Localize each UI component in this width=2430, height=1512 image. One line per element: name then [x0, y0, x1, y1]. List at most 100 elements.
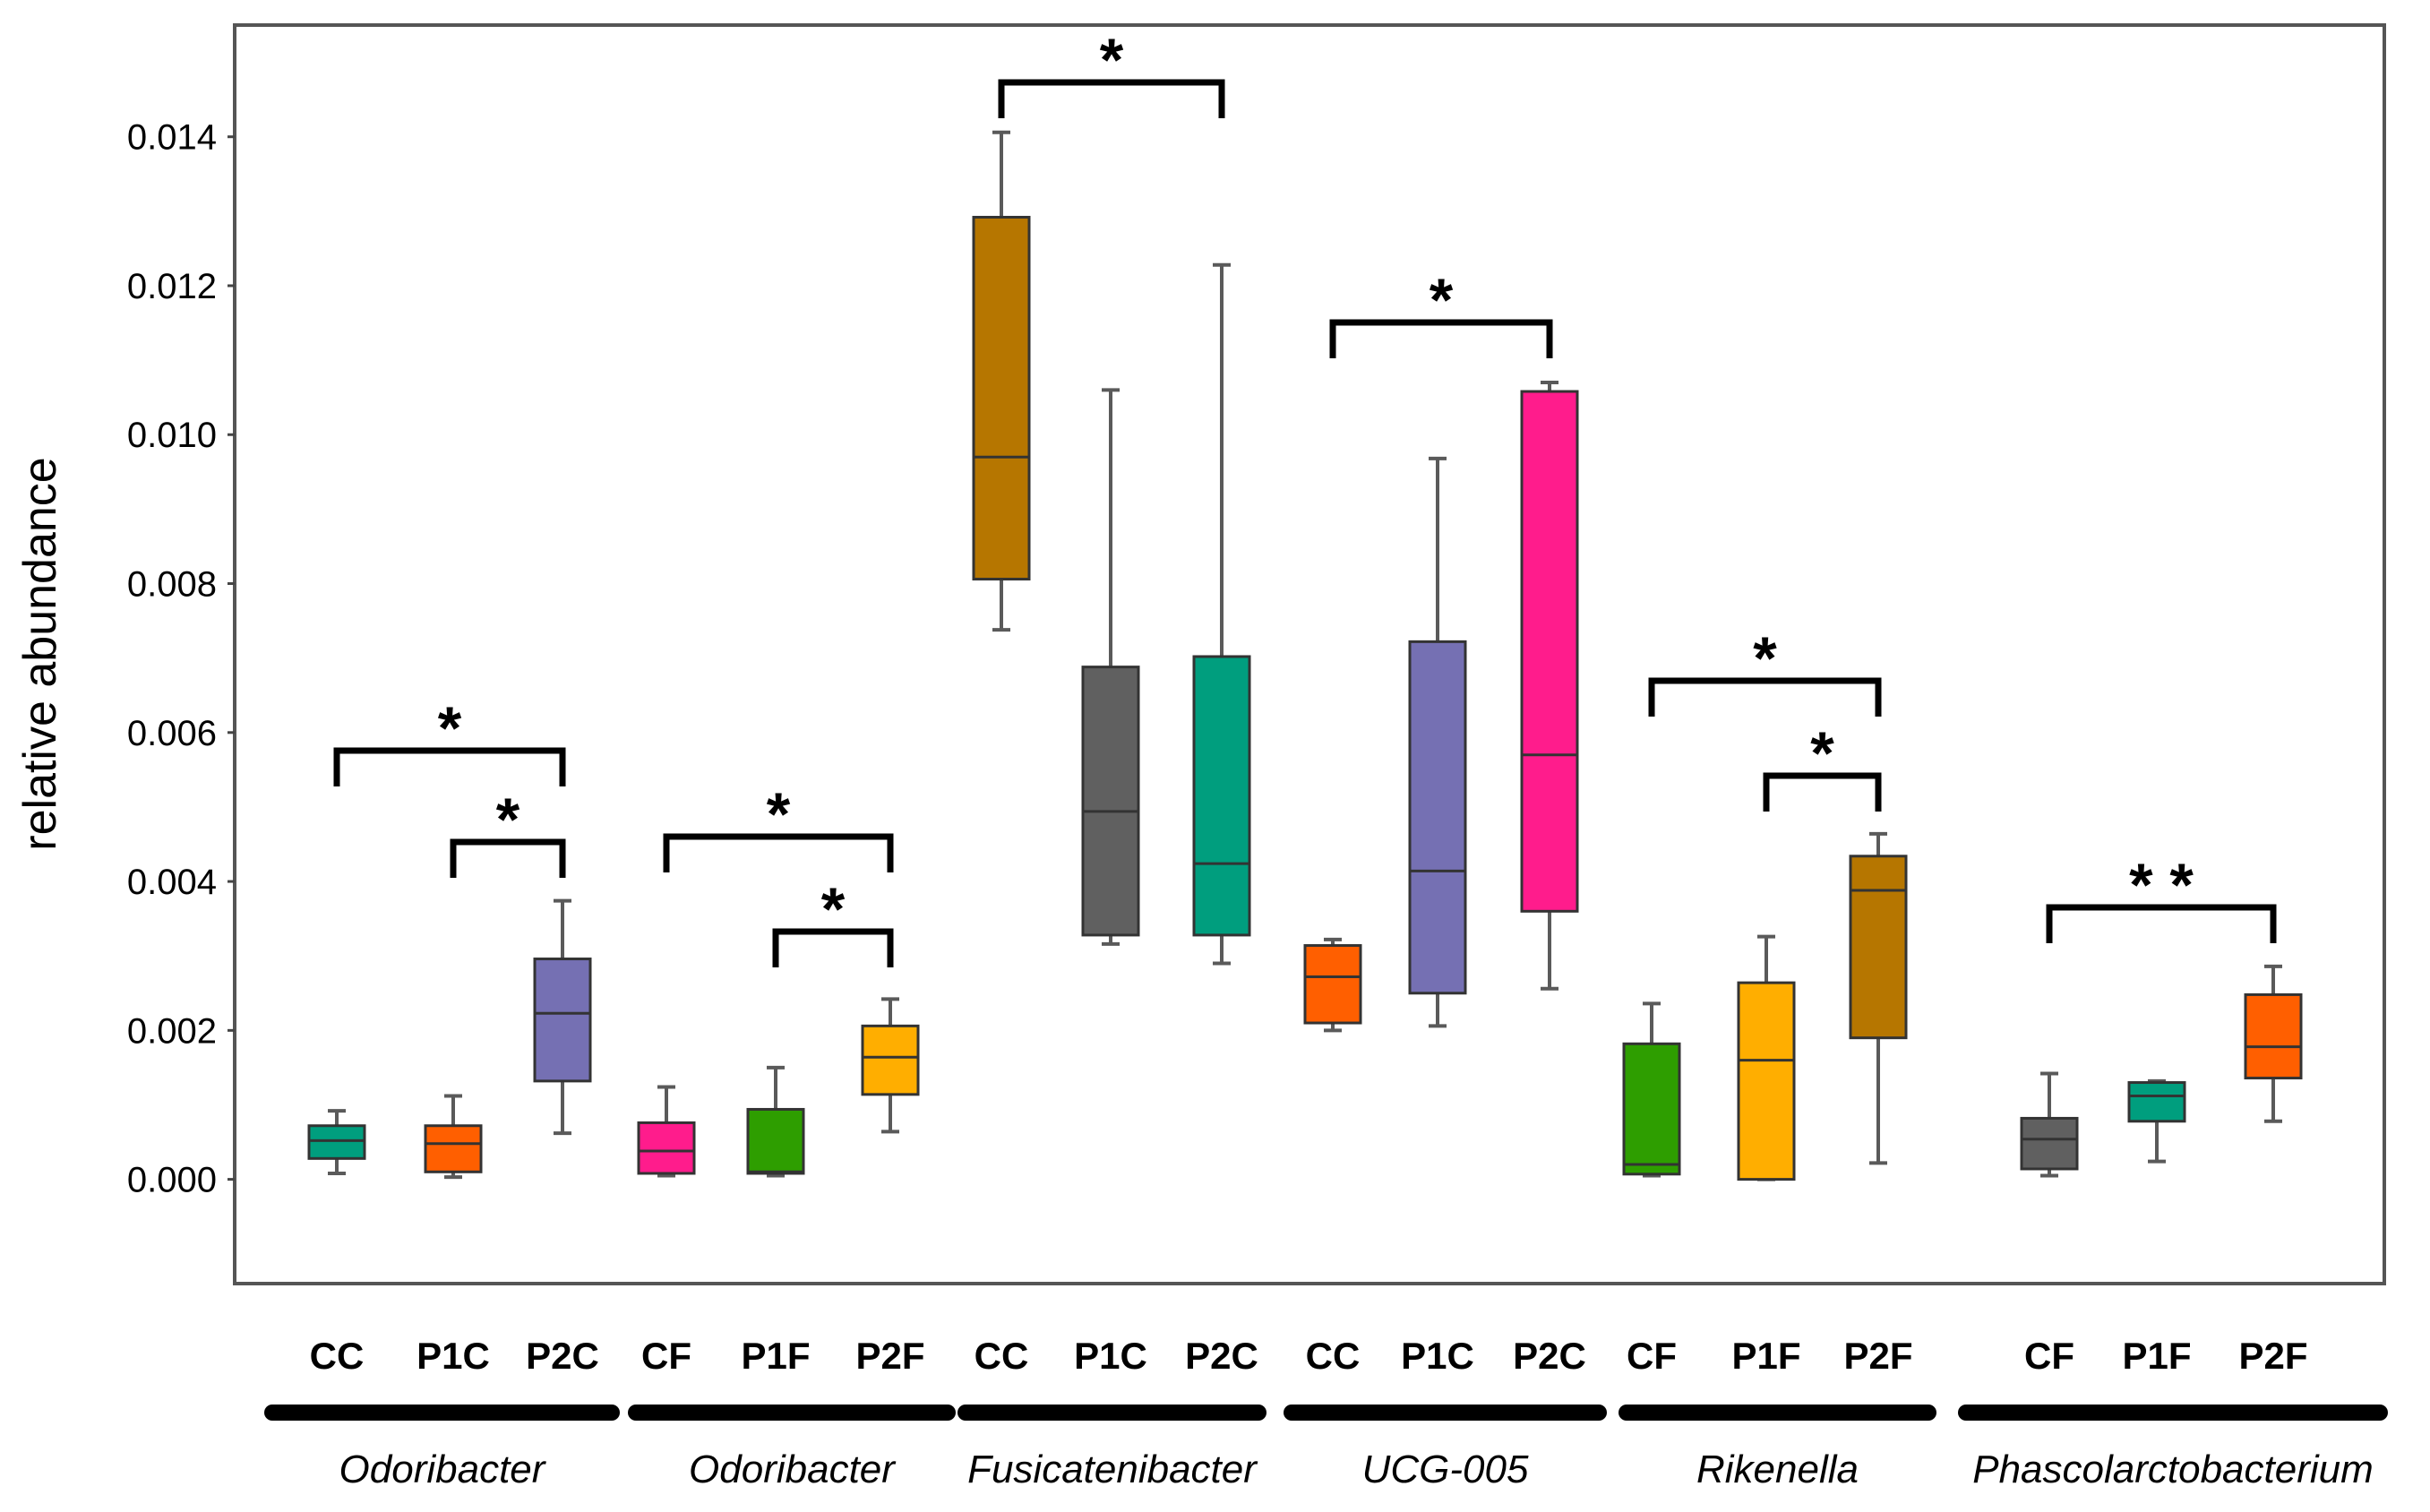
- significance-bracket: *: [1648, 624, 1882, 717]
- box-body: [307, 1124, 366, 1160]
- category-label: CF: [1627, 1335, 1677, 1377]
- box-odoribacter-p2f: [861, 997, 920, 1134]
- genus-label: UCG-005: [1362, 1448, 1529, 1491]
- y-axis: 0.000 0.002 0.004 0.006 0.008 0.010 0.012 0.014: [127, 118, 235, 1200]
- y-axis-label: relative abundance: [14, 457, 66, 850]
- box-body: [746, 1107, 805, 1175]
- y-tick-label: 0.002: [127, 1011, 217, 1051]
- significance-marker: *: [821, 875, 846, 943]
- category-label: P2C: [526, 1335, 599, 1377]
- significance-marker: *: [1100, 26, 1124, 94]
- significance-marker: *: [767, 780, 791, 848]
- box-phascolarctobacterium-cf: [2020, 1071, 2079, 1178]
- y-tick-label: 0.006: [127, 714, 217, 753]
- genus-label: Phascolarctobacterium: [1972, 1448, 2374, 1491]
- category-label: CF: [641, 1335, 691, 1377]
- box-odoribacter-cf: [637, 1085, 696, 1178]
- plot-frame: [233, 23, 2386, 1285]
- category-label: P1C: [1074, 1335, 1147, 1377]
- box-body: [533, 958, 592, 1083]
- significance-marker: *: [1753, 624, 1777, 692]
- category-label: P1F: [741, 1335, 810, 1377]
- bracket-line: [1763, 772, 1882, 812]
- genus-label: Rikenella: [1696, 1448, 1859, 1491]
- box-fusicatenibacter-p2c: [1192, 262, 1251, 966]
- y-tick-label: 0.000: [127, 1161, 217, 1200]
- genus-group-bars: Odoribacter Odoribacter Fusicatenibacter UC…: [264, 1405, 2388, 1491]
- category-label: CC: [1306, 1335, 1361, 1377]
- box-body: [2127, 1081, 2186, 1123]
- box-body: [1849, 855, 1908, 1040]
- category-label: P2F: [855, 1335, 924, 1377]
- bracket-line: [998, 79, 1225, 118]
- bracket-line: [1648, 677, 1882, 717]
- box-ucg-005-cc: [1303, 937, 1362, 1033]
- box-body: [1737, 981, 1796, 1181]
- box-body: [2020, 1116, 2079, 1171]
- box-phascolarctobacterium-p2f: [2244, 964, 2303, 1123]
- category-label: P1F: [2122, 1335, 2191, 1377]
- category-label: P2C: [1513, 1335, 1586, 1377]
- box-ucg-005-p1c: [1408, 456, 1467, 1028]
- bracket-line: [772, 928, 894, 967]
- box-odoribacter-p1f: [746, 1065, 805, 1178]
- significance-bracket: *: [663, 780, 894, 872]
- significance-marker: *: [1430, 266, 1454, 334]
- bracket-line: [333, 747, 566, 786]
- box-fusicatenibacter-p1c: [1081, 388, 1140, 946]
- significance-layer: * * * * * * * * * *: [333, 26, 2277, 967]
- box-body: [1622, 1042, 1681, 1176]
- significance-bracket: *: [333, 694, 566, 786]
- bracket-line: [1329, 319, 1553, 358]
- significance-bracket: * *: [2046, 851, 2277, 943]
- significance-bracket: *: [1329, 266, 1553, 358]
- box-fusicatenibacter-cc: [972, 130, 1031, 632]
- boxes-layer: [307, 130, 2303, 1181]
- y-tick-label: 0.004: [127, 863, 217, 902]
- category-label: P2C: [1185, 1335, 1258, 1377]
- box-body: [1192, 655, 1251, 937]
- category-label: P2F: [1843, 1335, 1912, 1377]
- bracket-line: [450, 838, 566, 878]
- genus-label: Odoribacter: [689, 1448, 897, 1491]
- significance-marker: *: [496, 786, 520, 854]
- box-body: [2244, 992, 2303, 1080]
- box-body: [637, 1121, 696, 1175]
- category-label: P2F: [2238, 1335, 2307, 1377]
- genus-label: Fusicatenibacter: [967, 1448, 1258, 1491]
- category-label: P1F: [1731, 1335, 1800, 1377]
- significance-marker: *: [438, 694, 462, 762]
- box-rikenella-p2f: [1849, 831, 1908, 1165]
- significance-bracket: *: [450, 786, 566, 878]
- y-tick-label: 0.008: [127, 565, 217, 605]
- significance-bracket: *: [998, 26, 1225, 118]
- box-body: [1520, 390, 1579, 913]
- genus-label: Odoribacter: [339, 1448, 547, 1491]
- x-axis-categories: CC P1C P2C CF P1F P2F CC P1C P2C CC P1C P2C CF P1F P2F…: [310, 1335, 2308, 1377]
- box-odoribacter-p2c: [533, 898, 592, 1136]
- box-body: [1081, 666, 1140, 937]
- box-rikenella-cf: [1622, 1001, 1681, 1178]
- box-body: [1408, 640, 1467, 995]
- category-label: CC: [975, 1335, 1029, 1377]
- box-odoribacter-cc: [307, 1109, 366, 1175]
- box-body: [972, 215, 1031, 581]
- y-tick-label: 0.014: [127, 118, 217, 158]
- bracket-line: [2046, 904, 2277, 943]
- box-phascolarctobacterium-p1f: [2127, 1078, 2186, 1164]
- significance-marker: * *: [2129, 851, 2194, 919]
- box-body: [861, 1024, 920, 1096]
- y-tick-label: 0.010: [127, 416, 217, 455]
- box-ucg-005-p2c: [1520, 381, 1579, 991]
- box-rikenella-p1f: [1737, 934, 1796, 1181]
- category-label: P1C: [1401, 1335, 1474, 1377]
- category-label: CC: [310, 1335, 365, 1377]
- y-tick-label: 0.012: [127, 267, 217, 306]
- category-label: CF: [2024, 1335, 2074, 1377]
- box-odoribacter-p1c: [424, 1094, 483, 1180]
- box-body: [1303, 944, 1362, 1025]
- category-label: P1C: [416, 1335, 490, 1377]
- significance-bracket: *: [1763, 719, 1882, 812]
- significance-bracket: *: [772, 875, 894, 967]
